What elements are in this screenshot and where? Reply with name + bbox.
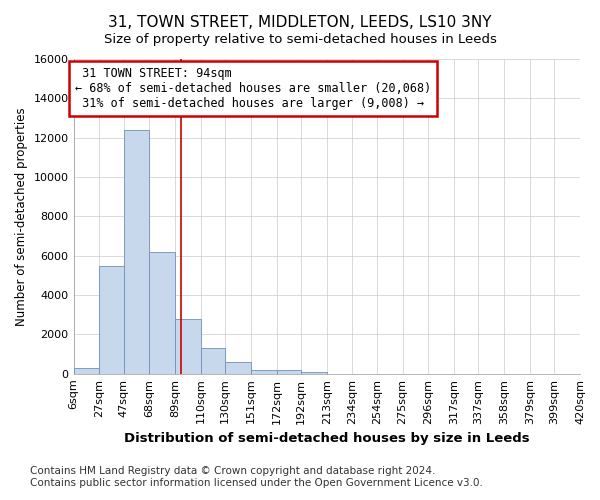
Bar [301, 372, 327, 374]
Bar [99, 266, 124, 374]
Text: 31, TOWN STREET, MIDDLETON, LEEDS, LS10 3NY: 31, TOWN STREET, MIDDLETON, LEEDS, LS10 … [108, 15, 492, 30]
Bar [175, 318, 201, 374]
Text: Size of property relative to semi-detached houses in Leeds: Size of property relative to semi-detach… [104, 32, 496, 46]
Bar [124, 130, 149, 374]
Text: Contains HM Land Registry data © Crown copyright and database right 2024.
Contai: Contains HM Land Registry data © Crown c… [30, 466, 483, 487]
Text: 31 TOWN STREET: 94sqm
← 68% of semi-detached houses are smaller (20,068)
 31% of: 31 TOWN STREET: 94sqm ← 68% of semi-deta… [75, 67, 431, 110]
X-axis label: Distribution of semi-detached houses by size in Leeds: Distribution of semi-detached houses by … [124, 432, 530, 445]
Bar [201, 348, 225, 374]
Bar [251, 370, 277, 374]
Y-axis label: Number of semi-detached properties: Number of semi-detached properties [15, 107, 28, 326]
Bar [277, 370, 301, 374]
Bar [74, 368, 99, 374]
Bar [225, 362, 251, 374]
Bar [149, 252, 175, 374]
